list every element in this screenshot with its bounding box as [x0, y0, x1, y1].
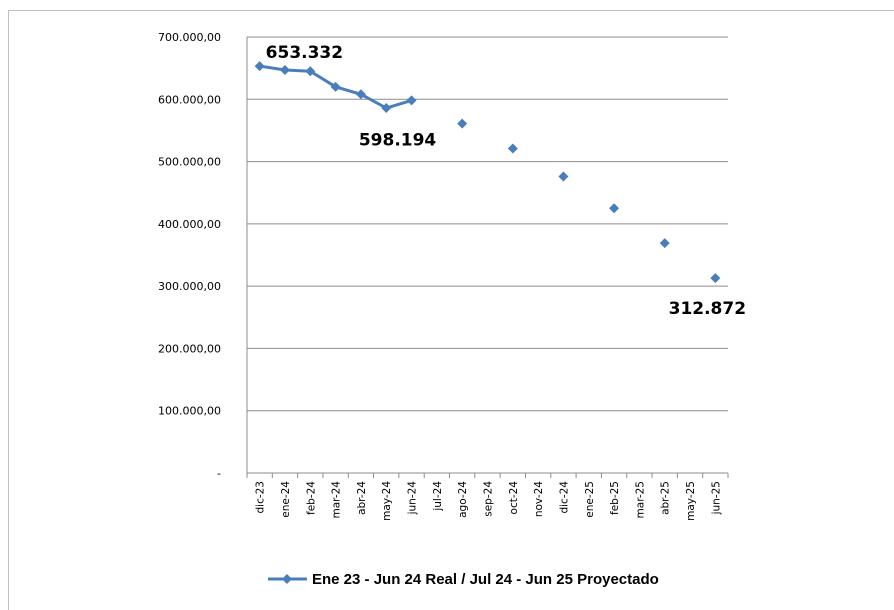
x-tick-label: mar-25 [634, 481, 646, 518]
data-point [330, 81, 341, 92]
data-point [381, 103, 392, 114]
x-tick-label: ene-25 [584, 481, 596, 518]
legend-label: Ene 23 - Jun 24 Real / Jul 24 - Jun 25 P… [312, 571, 659, 588]
gridlines [247, 36, 728, 412]
x-tick-label: sep-24 [483, 481, 495, 517]
x-tick-label: ene-24 [280, 481, 292, 518]
series-line [254, 61, 721, 284]
data-point [659, 238, 670, 249]
x-tick-label: oct-24 [508, 481, 520, 515]
x-tick-label: feb-24 [305, 481, 317, 515]
x-tick-label: nov-24 [533, 481, 545, 517]
data-point [609, 203, 620, 214]
x-tick-label: mar-24 [331, 481, 343, 519]
data-point [457, 118, 468, 129]
data-point [406, 95, 417, 106]
x-axis: dic-23 ene-24 feb-24 mar-24 abr-24 may-24 jun-… [246, 472, 729, 521]
data-label: 312.872 [669, 299, 746, 319]
data-label: 653.332 [266, 43, 343, 63]
y-tick-label: - [217, 467, 221, 480]
data-point [279, 65, 290, 76]
y-tick-label: 200.000,00 [158, 342, 221, 355]
data-point [254, 61, 265, 72]
x-tick-label: jun-24 [407, 481, 419, 516]
x-tick-label: ago-24 [457, 481, 469, 518]
legend: Ene 23 - Jun 24 Real / Jul 24 - Jun 25 P… [268, 571, 659, 588]
y-axis: - 100.000,00 200.000,00 300.000,00 400.000,0… [158, 31, 248, 480]
data-labels: 653.332 598.194 312.872 [266, 43, 746, 319]
y-tick-label: 600.000,00 [158, 93, 221, 106]
y-tick-label: 500.000,00 [158, 156, 221, 169]
legend-marker [282, 574, 292, 584]
x-tick-label: jul-24 [432, 481, 444, 512]
data-point [305, 66, 316, 77]
data-point [710, 273, 721, 284]
y-tick-label: 100.000,00 [158, 405, 221, 418]
x-tick-label: may-24 [381, 481, 393, 521]
x-tick-label: feb-25 [609, 481, 621, 515]
x-tick-label: abr-25 [660, 481, 672, 515]
x-tick-label: abr-24 [356, 481, 368, 515]
y-tick-label: 300.000,00 [158, 280, 221, 293]
x-tick-label: dic-24 [558, 481, 570, 514]
x-tick-label: may-25 [685, 481, 697, 521]
x-tick-label: jun-25 [710, 481, 722, 515]
x-tick-label: dic-23 [255, 481, 267, 514]
data-point [507, 143, 518, 154]
data-label: 598.194 [359, 130, 437, 150]
data-point [355, 89, 366, 100]
data-point [558, 171, 569, 182]
y-tick-label: 400.000,00 [158, 218, 221, 231]
chart-frame [8, 10, 894, 610]
y-tick-label: 700.000,00 [158, 31, 221, 44]
